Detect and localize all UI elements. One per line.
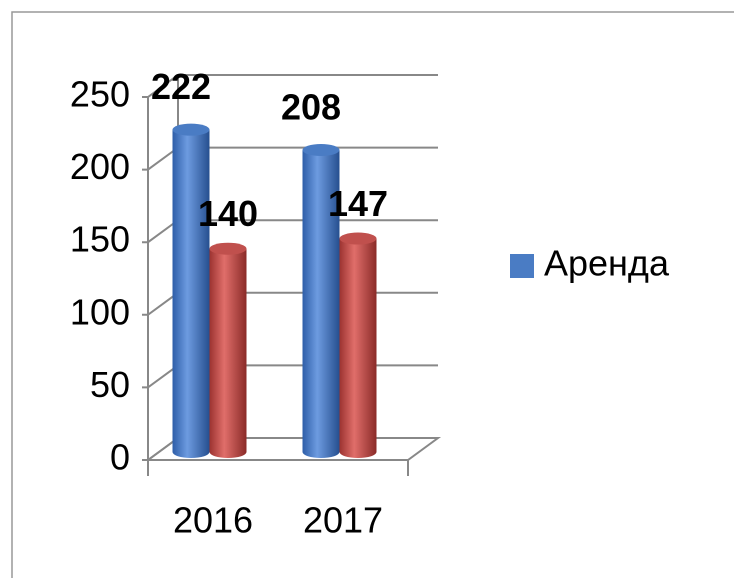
grid-line	[142, 74, 438, 98]
y-tick-label: 0	[110, 437, 130, 478]
value-label: 222	[151, 66, 211, 107]
bar-top	[302, 143, 340, 156]
bar-top	[209, 242, 247, 255]
value-label: 140	[198, 193, 258, 234]
x-tick-label: 2016	[173, 500, 253, 541]
bar	[339, 238, 377, 458]
bar-top	[172, 123, 210, 136]
legend-label: Аренда	[544, 243, 670, 284]
y-tick-label: 200	[70, 146, 130, 187]
bar	[209, 248, 247, 458]
value-label: 147	[328, 183, 388, 224]
y-tick-label: 150	[70, 219, 130, 260]
legend-swatch	[510, 254, 534, 278]
value-label: 208	[281, 86, 341, 127]
bar-top	[339, 232, 377, 245]
bar	[302, 149, 340, 458]
x-tick-label: 2017	[303, 500, 383, 541]
y-tick-label: 250	[70, 74, 130, 115]
frame	[11, 11, 734, 578]
y-tick-label: 100	[70, 291, 130, 332]
bar	[172, 129, 210, 458]
y-tick-label: 50	[90, 364, 130, 405]
